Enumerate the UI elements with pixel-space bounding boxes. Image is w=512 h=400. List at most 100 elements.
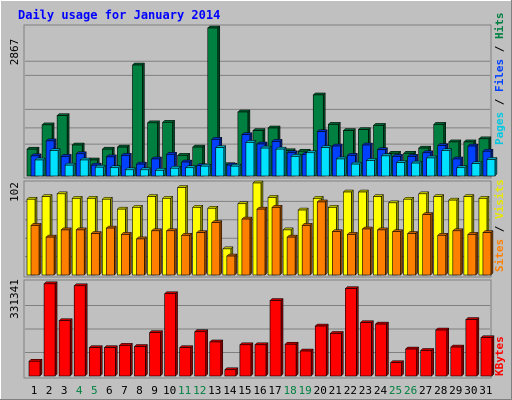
bar-kbytes-day-20 bbox=[314, 323, 329, 377]
day-label-14: 14 bbox=[223, 384, 237, 397]
day-label-20: 20 bbox=[314, 384, 327, 397]
bar-pages-day-26 bbox=[411, 160, 423, 177]
legend-sep-2: / bbox=[493, 39, 506, 59]
legend-visits: Visits bbox=[493, 179, 506, 219]
bar-pages-day-7 bbox=[124, 167, 136, 177]
day-label-25: 25 bbox=[389, 384, 402, 397]
chart-title: Daily usage for January 2014 bbox=[18, 8, 220, 22]
bar-kbytes-day-6 bbox=[103, 345, 118, 377]
bar-pages-day-3 bbox=[64, 162, 76, 177]
bar-visits-day-18 bbox=[286, 234, 298, 276]
bar-pages-day-16 bbox=[260, 145, 272, 177]
bar-hits-day-8 bbox=[131, 62, 146, 177]
bar-pages-day-13 bbox=[215, 145, 227, 177]
day-label-27: 27 bbox=[419, 384, 432, 397]
bar-visits-day-1 bbox=[30, 222, 42, 276]
bar-pages-day-31 bbox=[486, 156, 498, 177]
day-label-8: 8 bbox=[136, 384, 143, 397]
bar-kbytes-day-29 bbox=[450, 344, 465, 377]
bar-pages-day-20 bbox=[320, 145, 332, 177]
bar-visits-day-13 bbox=[211, 220, 223, 276]
hits-legend: Pages / Files / Hits bbox=[493, 13, 506, 146]
bar-kbytes-day-31 bbox=[480, 335, 495, 377]
bar-visits-day-23 bbox=[361, 226, 374, 276]
day-label-9: 9 bbox=[151, 384, 158, 397]
bar-visits-day-5 bbox=[90, 230, 102, 276]
bar-kbytes-day-25 bbox=[389, 360, 405, 377]
legend-sep-1: / bbox=[493, 92, 506, 112]
sites-legend: Sites / Visits bbox=[493, 179, 506, 272]
panel-hits-frame bbox=[23, 24, 492, 179]
bar-kbytes-day-5 bbox=[88, 345, 103, 377]
bar-kbytes-day-24 bbox=[374, 321, 390, 377]
bar-pages-day-8 bbox=[139, 167, 152, 177]
bar-visits-day-20 bbox=[316, 199, 328, 276]
day-label-28: 28 bbox=[434, 384, 447, 397]
bar-visits-day-12 bbox=[196, 230, 208, 276]
day-label-2: 2 bbox=[46, 384, 53, 397]
bar-kbytes-day-27 bbox=[420, 347, 435, 377]
day-label-26: 26 bbox=[404, 384, 417, 397]
bar-kbytes-day-18 bbox=[284, 341, 299, 377]
bar-pages-day-27 bbox=[426, 155, 438, 177]
bar-visits-day-24 bbox=[376, 227, 389, 276]
day-label-5: 5 bbox=[91, 384, 98, 397]
legend-kbytes: KBytes bbox=[493, 336, 506, 376]
bar-kbytes-day-8 bbox=[133, 343, 149, 377]
bar-kbytes-day-13 bbox=[209, 339, 224, 377]
day-label-21: 21 bbox=[329, 384, 342, 397]
bar-pages-day-14 bbox=[230, 163, 242, 177]
bar-pages-day-22 bbox=[350, 161, 362, 177]
bar-pages-day-10 bbox=[169, 165, 182, 177]
bar-visits-day-22 bbox=[346, 231, 358, 276]
day-label-10: 10 bbox=[163, 384, 176, 397]
bar-pages-day-5 bbox=[94, 164, 106, 177]
bar-visits-day-27 bbox=[422, 211, 434, 276]
bar-kbytes-day-28 bbox=[435, 327, 450, 377]
day-label-13: 13 bbox=[208, 384, 221, 397]
bars-layer bbox=[26, 25, 498, 377]
day-label-1: 1 bbox=[31, 384, 38, 397]
bar-pages-day-9 bbox=[154, 167, 167, 177]
panel-kbytes-frame bbox=[23, 279, 492, 379]
bar-kbytes-day-19 bbox=[299, 348, 314, 377]
bar-visits-day-2 bbox=[45, 234, 57, 276]
bar-pages-day-23 bbox=[365, 157, 378, 177]
legend-files: Files bbox=[493, 59, 506, 92]
bar-kbytes-day-16 bbox=[254, 342, 269, 377]
legend-sites: Sites bbox=[493, 239, 506, 272]
bar-visits-day-17 bbox=[271, 204, 283, 276]
bar-kbytes-day-11 bbox=[179, 345, 194, 377]
day-label-19: 19 bbox=[299, 384, 312, 397]
legend-pages: Pages bbox=[493, 112, 506, 145]
kbytes-legend: KBytes bbox=[493, 336, 506, 376]
bar-visits-day-11 bbox=[181, 232, 193, 276]
day-label-17: 17 bbox=[268, 384, 281, 397]
day-label-3: 3 bbox=[61, 384, 68, 397]
day-label-30: 30 bbox=[464, 384, 477, 397]
bar-visits-day-14 bbox=[226, 253, 238, 276]
bar-visits-day-21 bbox=[331, 229, 343, 276]
bar-visits-day-19 bbox=[301, 222, 313, 276]
day-label-7: 7 bbox=[121, 384, 128, 397]
bar-pages-day-15 bbox=[245, 139, 257, 177]
bar-kbytes-day-26 bbox=[405, 346, 420, 377]
legend-sep-3: / bbox=[493, 219, 506, 239]
day-label-22: 22 bbox=[344, 384, 357, 397]
bar-visits-day-30 bbox=[467, 231, 479, 276]
bar-visits-day-29 bbox=[452, 228, 464, 276]
bar-visits-day-3 bbox=[60, 227, 72, 276]
bar-visits-day-6 bbox=[105, 225, 117, 276]
bar-kbytes-day-12 bbox=[194, 329, 209, 377]
bar-pages-day-21 bbox=[335, 156, 347, 177]
day-label-11: 11 bbox=[178, 384, 191, 397]
bar-visits-day-25 bbox=[391, 229, 404, 276]
bar-kbytes-day-23 bbox=[359, 320, 375, 377]
bar-visits-day-31 bbox=[482, 230, 494, 276]
bar-pages-day-18 bbox=[290, 153, 302, 177]
bar-pages-day-19 bbox=[305, 150, 317, 177]
bar-pages-day-11 bbox=[185, 165, 197, 177]
bar-kbytes-day-3 bbox=[58, 318, 73, 377]
bar-visits-day-15 bbox=[241, 216, 253, 276]
